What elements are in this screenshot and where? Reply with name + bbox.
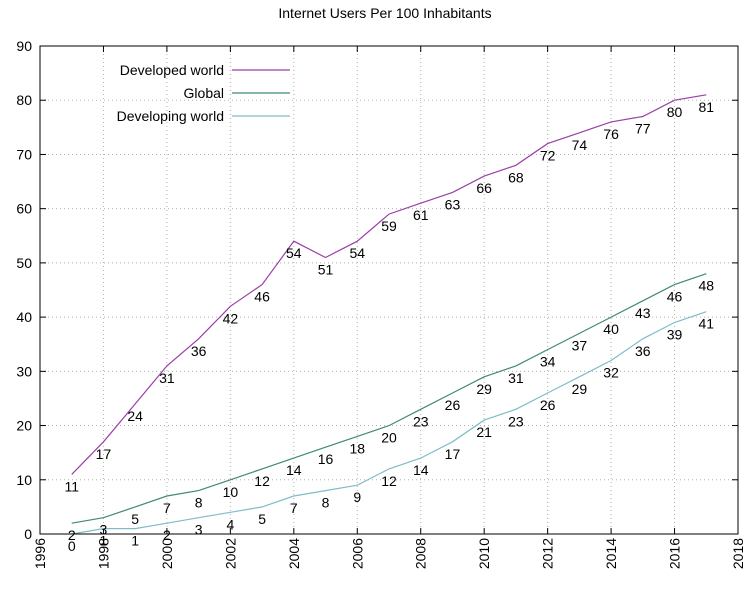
x-tick-label: 2018 (730, 538, 746, 569)
data-label: 14 (286, 462, 302, 478)
x-tick-label: 2006 (349, 538, 365, 569)
y-tick-label: 0 (24, 526, 32, 542)
data-label: 76 (603, 126, 619, 142)
data-label: 48 (698, 278, 714, 294)
data-label: 5 (258, 511, 266, 527)
series-line (71, 273, 707, 524)
data-label: 3 (195, 522, 203, 538)
data-label: 21 (476, 424, 492, 440)
data-label: 72 (540, 148, 556, 164)
data-label: 8 (322, 495, 330, 511)
data-label: 51 (318, 261, 334, 277)
data-label: 39 (667, 327, 683, 343)
x-tick-label: 1998 (95, 538, 111, 569)
data-label: 7 (290, 500, 298, 516)
y-tick-label: 50 (16, 255, 32, 271)
data-label: 31 (159, 370, 175, 386)
x-tick-label: 2010 (476, 538, 492, 569)
data-label: 7 (163, 500, 171, 516)
data-label: 77 (635, 120, 651, 136)
data-label: 40 (603, 321, 619, 337)
data-label: 17 (96, 446, 112, 462)
y-tick-label: 40 (16, 309, 32, 325)
data-label: 16 (318, 451, 334, 467)
data-label: 2 (163, 527, 171, 543)
data-label: 2 (68, 527, 76, 543)
data-label: 34 (540, 354, 556, 370)
data-label: 26 (540, 397, 556, 413)
data-label: 46 (667, 289, 683, 305)
data-label: 9 (353, 489, 361, 505)
data-label: 23 (413, 413, 429, 429)
data-label: 26 (445, 397, 461, 413)
data-label: 54 (349, 245, 365, 261)
data-label: 12 (381, 473, 397, 489)
data-label: 41 (698, 316, 714, 332)
y-tick-label: 30 (16, 363, 32, 379)
data-label: 31 (508, 370, 524, 386)
data-label: 5 (131, 511, 139, 527)
data-label: 74 (572, 137, 588, 153)
data-label: 17 (445, 446, 461, 462)
legend-label: Global (184, 85, 224, 101)
y-tick-label: 10 (16, 472, 32, 488)
x-tick-label: 2000 (159, 538, 175, 569)
legend-label: Developing world (117, 108, 224, 124)
data-label: 68 (508, 169, 524, 185)
data-label: 59 (381, 218, 397, 234)
data-label: 24 (127, 408, 143, 424)
data-label: 0 (68, 538, 76, 554)
data-label: 18 (349, 440, 365, 456)
data-label: 66 (476, 180, 492, 196)
data-label: 11 (64, 478, 79, 494)
legend-label: Developed world (120, 62, 224, 78)
data-label: 54 (286, 245, 302, 261)
data-label: 29 (572, 381, 588, 397)
plot-frame (39, 45, 739, 535)
x-tick-label: 2004 (286, 538, 302, 569)
chart-title: Internet Users Per 100 Inhabitants (278, 5, 491, 21)
series-line (71, 94, 707, 475)
x-tick-label: 2008 (413, 538, 429, 569)
x-tick-label: 1996 (32, 538, 48, 569)
y-tick-label: 20 (16, 418, 32, 434)
series-lines (71, 94, 707, 535)
data-label: 80 (667, 104, 683, 120)
data-label: 3 (100, 522, 108, 538)
x-tick-label: 2016 (667, 538, 683, 569)
data-label: 1 (100, 533, 108, 549)
data-label: 36 (635, 343, 651, 359)
data-label: 10 (223, 484, 239, 500)
data-label: 81 (698, 99, 714, 115)
data-label: 36 (191, 343, 207, 359)
data-label: 8 (195, 495, 203, 511)
data-label: 12 (254, 473, 270, 489)
y-tick-label: 80 (16, 92, 32, 108)
data-label: 61 (413, 207, 429, 223)
data-label: 46 (254, 289, 270, 305)
data-label: 43 (635, 305, 651, 321)
data-label: 14 (413, 462, 429, 478)
x-tick-label: 2012 (540, 538, 556, 569)
data-label: 37 (572, 337, 588, 353)
data-label: 42 (223, 310, 239, 326)
data-label: 4 (226, 516, 234, 532)
y-tick-label: 60 (16, 201, 32, 217)
x-tick-label: 2014 (603, 538, 619, 569)
data-label: 23 (508, 413, 524, 429)
x-tick-label: 2002 (222, 538, 238, 569)
y-tick-label: 90 (16, 38, 32, 54)
series-line (71, 311, 707, 535)
data-label: 29 (476, 381, 492, 397)
data-label: 32 (603, 364, 619, 380)
data-label: 20 (381, 430, 397, 446)
data-label: 63 (445, 196, 461, 212)
y-tick-label: 70 (16, 146, 32, 162)
data-label: 1 (131, 533, 139, 549)
legend: Developed world Global Developing world (117, 62, 290, 124)
